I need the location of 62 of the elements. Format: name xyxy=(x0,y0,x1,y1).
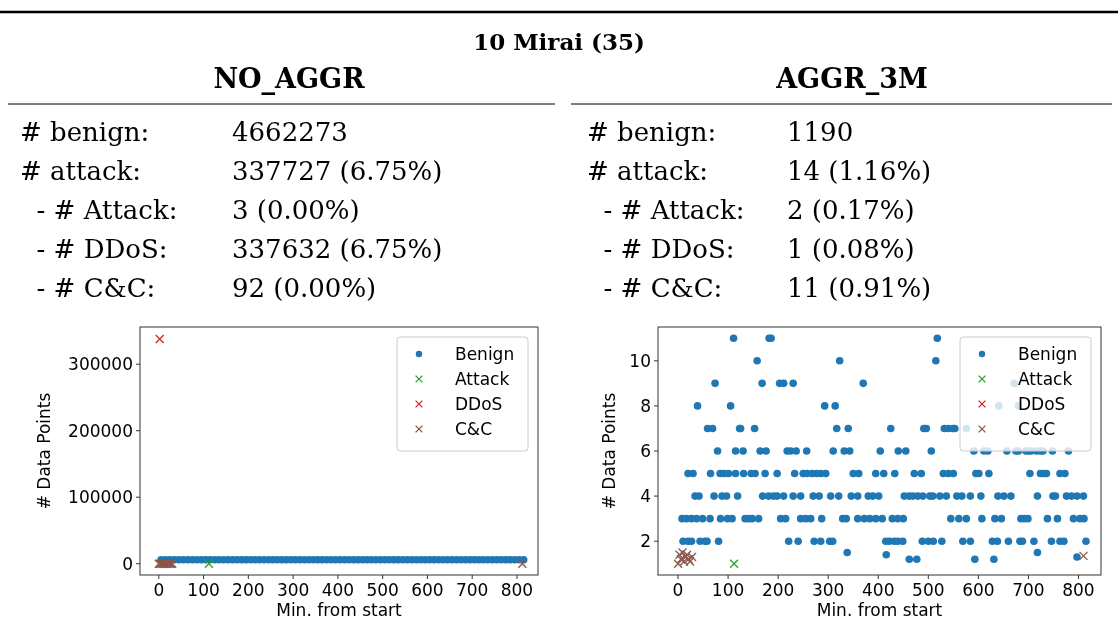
x-tick-label: 300 xyxy=(276,580,310,600)
legend-label: C&C xyxy=(1018,419,1055,439)
y-tick-label: 0 xyxy=(122,553,133,574)
text: - # Attack: xyxy=(587,195,745,225)
x-tick-label: 200 xyxy=(232,580,265,600)
text: # attack: xyxy=(20,156,142,186)
chart-title: AGGR_3M xyxy=(775,63,928,95)
text: 3 (0.00%) xyxy=(232,195,360,225)
y-tick-label: 8 xyxy=(640,395,651,416)
y-tick-label: 300000 xyxy=(68,354,133,375)
text: 337632 (6.75%) xyxy=(232,234,443,264)
text: 337727 (6.75%) xyxy=(232,156,443,186)
x-axis-title: Min. from start xyxy=(816,600,943,620)
x-tick-label: 800 xyxy=(500,580,534,600)
y-tick-label: 2 xyxy=(640,531,651,552)
text: 10 Mirai (35) xyxy=(473,28,645,55)
text: # attack: xyxy=(587,156,709,186)
y-tick-label: 100000 xyxy=(68,487,133,508)
legend-label: Benign xyxy=(1018,344,1078,364)
text: - # DDoS: xyxy=(20,234,168,264)
x-tick-label: 600 xyxy=(962,580,995,600)
legend-label: DDoS xyxy=(455,394,503,414)
text: - # C&C: xyxy=(20,273,156,303)
x-tick-label: 800 xyxy=(1062,580,1095,600)
y-axis-title: # Data Points xyxy=(34,392,54,510)
legend-label: Attack xyxy=(455,369,510,389)
x-tick-label: 200 xyxy=(761,580,795,600)
text: - # C&C: xyxy=(587,273,723,303)
text: - # Attack: xyxy=(20,195,178,225)
x-tick-label: 100 xyxy=(187,580,220,600)
x-tick-label: 700 xyxy=(455,580,489,600)
y-tick-label: 6 xyxy=(640,441,651,461)
text: # benign: xyxy=(587,117,717,147)
legend-label: Attack xyxy=(1018,369,1073,389)
x-tick-label: 400 xyxy=(862,580,895,600)
text: 1 (0.08%) xyxy=(787,234,915,264)
legend-label: C&C xyxy=(455,419,492,439)
legend-label: Benign xyxy=(455,344,515,364)
x-tick-label: 0 xyxy=(672,580,684,600)
text: 14 (1.16%) xyxy=(787,156,932,186)
y-tick-label: 10 xyxy=(629,350,651,371)
x-tick-label: 500 xyxy=(912,580,945,600)
text: # benign: xyxy=(20,117,150,147)
text: 11 (0.91%) xyxy=(787,273,932,303)
x-tick-label: 300 xyxy=(811,580,845,600)
x-tick-label: 0 xyxy=(153,580,165,600)
text: 92 (0.00%) xyxy=(232,273,377,303)
y-tick-label: 4 xyxy=(640,486,651,507)
x-tick-label: 100 xyxy=(711,580,745,600)
x-tick-label: 700 xyxy=(1012,580,1045,600)
chart-title: NO_AGGR xyxy=(213,63,366,95)
x-tick-label: 500 xyxy=(366,580,399,600)
text: 4662273 xyxy=(232,117,348,147)
y-axis-title: # Data Points xyxy=(599,392,619,510)
x-axis-title: Min. from start xyxy=(276,600,403,620)
text: 1190 xyxy=(787,117,854,147)
y-tick-label: 200000 xyxy=(68,420,133,441)
text: - # DDoS: xyxy=(587,234,735,264)
legend-label: DDoS xyxy=(1018,394,1066,414)
x-tick-label: 400 xyxy=(321,580,355,600)
text: 2 (0.17%) xyxy=(787,195,915,225)
x-tick-label: 600 xyxy=(411,580,444,600)
